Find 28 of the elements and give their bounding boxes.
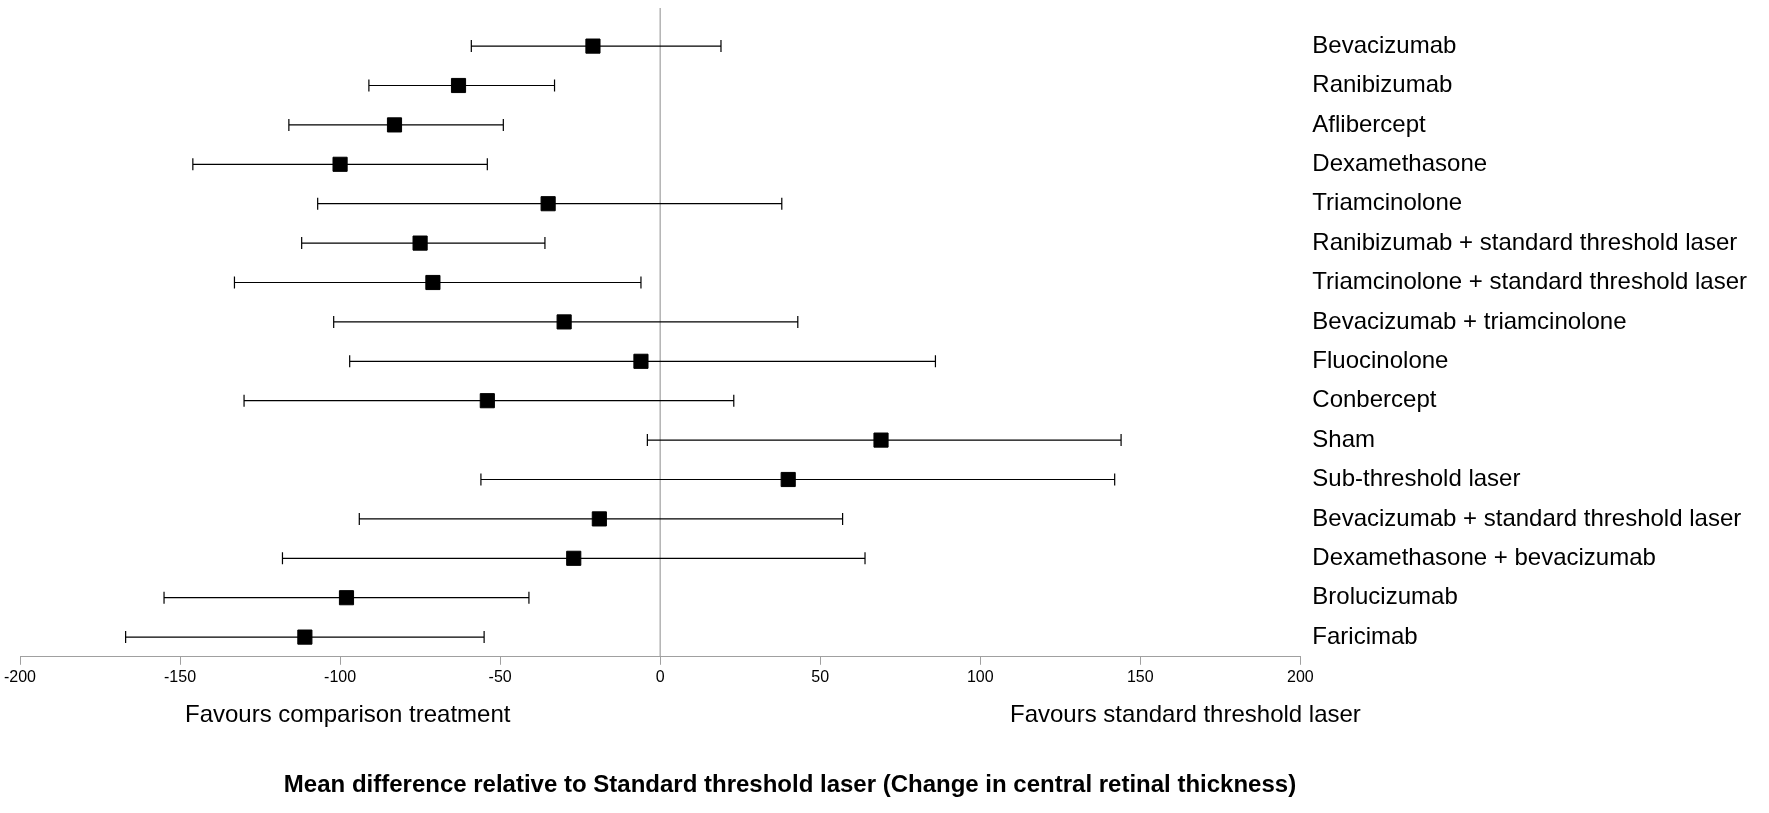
y-tick-label: Bevacizumab + triamcinolone: [1312, 306, 1627, 334]
y-tick-label: Aflibercept: [1312, 109, 1427, 137]
x-tick-label: 150: [1126, 667, 1154, 685]
text: Favours comparison treatment: [185, 700, 511, 728]
y-tick-label: Sham: [1312, 424, 1376, 452]
y-tick-label: Brolucizumab: [1312, 582, 1458, 610]
x-tick-label: 200: [1286, 667, 1314, 685]
x-tick-label: 0: [655, 667, 665, 685]
text: Favours standard threshold laser: [1010, 700, 1361, 728]
y-tick-label: Dexamethasone: [1312, 148, 1488, 176]
x-tick-label: -100: [324, 667, 357, 685]
x-tick-label: -50: [488, 667, 512, 685]
y-tick-label: Ranibizumab: [1312, 70, 1453, 98]
y-tick-label: Dexamethasone + bevacizumab: [1312, 542, 1656, 570]
y-tick-label: Sub-threshold laser: [1312, 464, 1521, 492]
x-tick-label: -200: [3, 667, 37, 685]
y-tick-label: Ranibizumab + standard threshold laser: [1312, 227, 1738, 255]
x-tick-label: 100: [966, 667, 994, 685]
x-tick-label: 50: [811, 667, 830, 685]
y-tick-label: Triamcinolone + standard threshold laser: [1312, 267, 1748, 295]
x-axis-title: Mean difference relative to Standard threshold laser (Change in central retinal thickness): [282, 770, 1298, 798]
y-tick-label: Conbercept: [1312, 385, 1437, 413]
y-tick-label: Bevacizumab + standard threshold laser: [1312, 503, 1742, 531]
x-tick-label: -150: [164, 667, 197, 685]
y-tick-label: Bevacizumab: [1312, 30, 1457, 58]
y-tick-label: Triamcinolone: [1312, 188, 1463, 216]
y-tick-label: Fluocinolone: [1312, 345, 1449, 373]
y-tick-label: Faricimab: [1312, 621, 1418, 649]
